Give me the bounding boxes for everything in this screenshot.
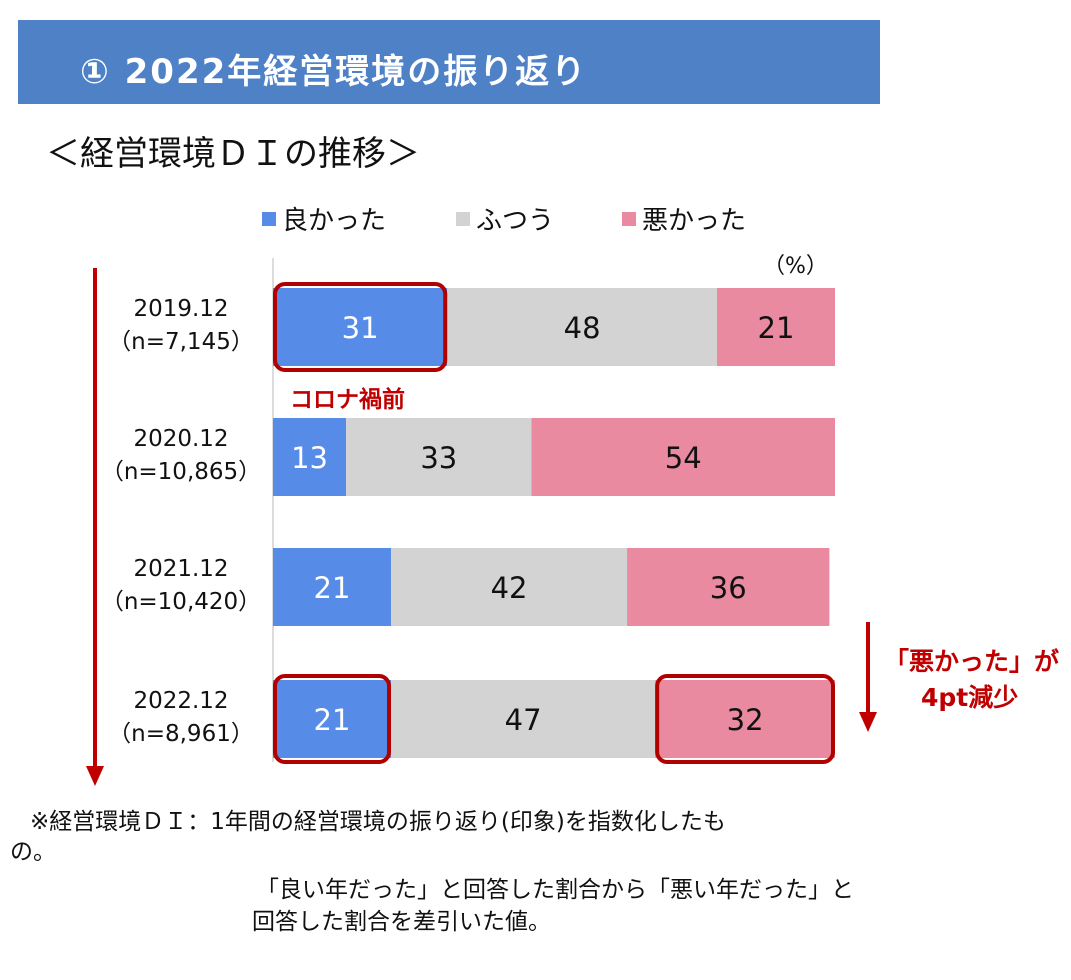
- annotation-decrease-line2: 4pt減少: [921, 683, 1019, 712]
- page-title: ① 2022年経営環境の振り返り: [80, 52, 588, 92]
- unit-label: （%）: [763, 254, 828, 279]
- highlight-2022-good: [273, 674, 392, 764]
- bar-normal-2019.12: [447, 288, 717, 366]
- category-sample-size: （n=8,961）: [108, 721, 254, 747]
- footnote-line1: ※経営環境ＤＩ：1年間の経営環境の振り返り(印象)を指数化したも: [30, 809, 726, 835]
- category-label-2021.12: 2021.12 （n=10,420）: [86, 553, 276, 619]
- bar-bad-2019.12: [716, 288, 835, 366]
- legend-swatch-good: [262, 211, 276, 226]
- bar-normal-2021.12: [391, 548, 628, 626]
- bar-normal-2022.12: [391, 680, 656, 758]
- decrease-arrow-head: [859, 712, 877, 732]
- data-label-normal-2019.12: 48: [564, 311, 601, 345]
- data-label-good-2019.12: 31: [342, 311, 379, 345]
- legend-label-bad: 悪かった: [642, 206, 747, 236]
- annotation-pre-covid: コロナ禍前: [290, 387, 405, 413]
- category-period: 2020.12: [133, 426, 229, 452]
- annotation-decrease-line1: 「悪かった」が: [884, 647, 1060, 676]
- data-label-normal-2020.12: 33: [420, 441, 457, 475]
- legend-item-good: 良かった: [262, 200, 386, 237]
- category-label-2019.12: 2019.12 （n=7,145）: [86, 293, 276, 359]
- bar-good-2022.12: [273, 680, 392, 758]
- data-label-good-2020.12: 13: [291, 441, 328, 475]
- legend-item-normal: ふつう: [456, 200, 554, 237]
- bar-good-2019.12: [273, 288, 448, 366]
- data-label-normal-2021.12: 42: [491, 571, 528, 605]
- footnote-line2: の。: [10, 839, 56, 865]
- category-period: 2019.12: [133, 296, 229, 322]
- data-label-good-2021.12: 21: [314, 571, 351, 605]
- highlight-2019-good: [273, 282, 448, 372]
- section-title: ＜経営環境ＤＩの推移＞: [46, 134, 420, 174]
- category-label-2020.12: 2020.12 （n=10,865）: [86, 423, 276, 489]
- legend-label-good: 良かった: [282, 206, 387, 236]
- category-label-2022.12: 2022.12 （n=8,961）: [86, 685, 276, 751]
- data-label-bad-2022.12: 32: [727, 703, 764, 737]
- bar-normal-2020.12: [346, 418, 532, 496]
- data-label-bad-2019.12: 21: [758, 311, 795, 345]
- category-sample-size: （n=10,420）: [100, 589, 262, 615]
- legend-swatch-normal: [456, 211, 470, 226]
- data-label-normal-2022.12: 47: [505, 703, 542, 737]
- bar-bad-2022.12: [655, 680, 835, 758]
- legend-label-normal: ふつう: [476, 206, 555, 236]
- bar-bad-2021.12: [627, 548, 830, 626]
- legend-swatch-bad: [622, 211, 636, 226]
- highlight-2022-bad: [655, 674, 835, 764]
- timeline-arrow-head: [86, 766, 104, 786]
- bar-good-2021.12: [273, 548, 392, 626]
- header-band: ① 2022年経営環境の振り返り: [18, 20, 880, 104]
- data-label-bad-2021.12: 36: [710, 571, 747, 605]
- footnote-line3: 「良い年だった」と回答した割合から「悪い年だった」と: [256, 877, 854, 903]
- bar-good-2020.12: [273, 418, 347, 496]
- legend-item-bad: 悪かった: [622, 200, 746, 237]
- data-label-bad-2020.12: 54: [665, 441, 702, 475]
- category-period: 2022.12: [133, 688, 229, 714]
- category-sample-size: （n=10,865）: [100, 459, 262, 485]
- bar-bad-2020.12: [531, 418, 835, 496]
- category-period: 2021.12: [133, 556, 229, 582]
- data-label-good-2022.12: 21: [314, 703, 351, 737]
- footnote-line4: 回答した割合を差引いた値。: [252, 909, 551, 935]
- category-sample-size: （n=7,145）: [108, 329, 254, 355]
